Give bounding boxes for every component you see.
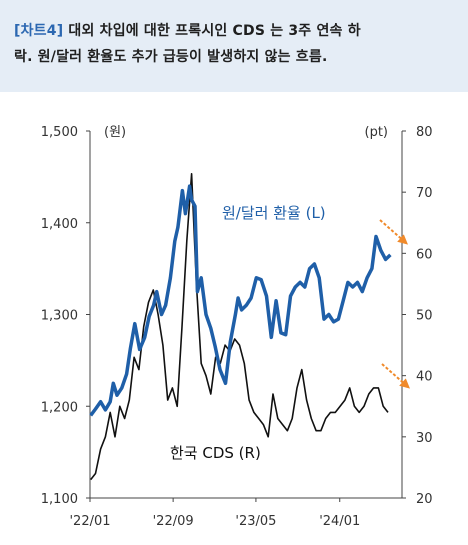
chart-tag: [차트4] bbox=[14, 23, 64, 39]
krw-down-arrow bbox=[379, 219, 409, 245]
x-tick-label: '23/05 bbox=[235, 514, 276, 529]
y-tick-label-right: 70 bbox=[416, 186, 433, 201]
chart-axes: 1,100 1,200 1,300 1,400 1,500 20 30 40 50 60 70 80 '… bbox=[41, 125, 433, 529]
y-tick-label-right: 60 bbox=[416, 247, 433, 262]
y-tick-label-left: 1,500 bbox=[41, 125, 78, 140]
chart-annotations: 원/달러 환율 (L) 한국 CDS (R) bbox=[170, 204, 411, 462]
chart-title-text-1: 대외 차입에 대한 프록시인 CDS 는 3주 연속 하 bbox=[63, 23, 361, 39]
y-tick-label-right: 40 bbox=[416, 370, 433, 385]
y-tick-label-left: 1,100 bbox=[41, 492, 78, 507]
chart-title-line-2: 락. 원/달러 환율도 추가 급등이 발생하지 않는 흐름. bbox=[14, 49, 328, 65]
cds-label: 한국 CDS (R) bbox=[170, 444, 261, 462]
y-tick-label-right: 20 bbox=[416, 492, 433, 507]
left-axis-unit: (원) bbox=[104, 125, 126, 140]
y-tick-label-left: 1,300 bbox=[41, 309, 78, 324]
cds-down-arrow bbox=[381, 363, 411, 389]
cds-line bbox=[90, 173, 389, 481]
y-tick-label-left: 1,200 bbox=[41, 400, 78, 415]
y-tick-label-left: 1,400 bbox=[41, 217, 78, 232]
x-tick-label: '24/01 bbox=[319, 514, 360, 529]
chart-series bbox=[89, 173, 392, 481]
right-axis-unit: (pt) bbox=[365, 125, 389, 140]
x-tick-label: '22/01 bbox=[69, 514, 110, 529]
krw-usd-label: 원/달러 환율 (L) bbox=[222, 204, 326, 222]
y-tick-label-right: 80 bbox=[416, 125, 433, 140]
x-tick-label: '22/09 bbox=[153, 514, 194, 529]
chart-title-box: [차트4] 대외 차입에 대한 프록시인 CDS 는 3주 연속 하 락. 원/… bbox=[0, 0, 468, 92]
krw-usd-line bbox=[89, 184, 392, 417]
chart-title-line-1: [차트4] 대외 차입에 대한 프록시인 CDS 는 3주 연속 하 bbox=[14, 18, 454, 44]
y-tick-label-right: 30 bbox=[416, 431, 433, 446]
y-tick-label-right: 50 bbox=[416, 309, 433, 324]
